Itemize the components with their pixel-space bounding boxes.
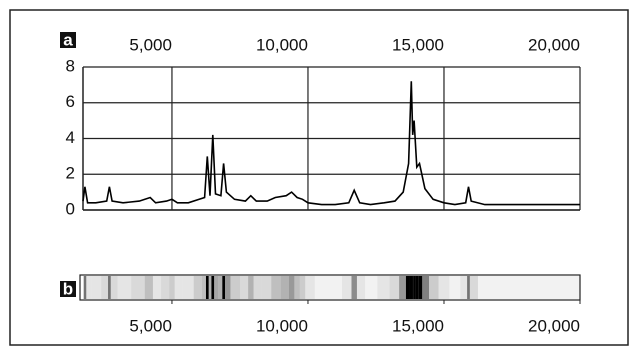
strip-band — [294, 276, 299, 299]
panel-label: a — [63, 30, 73, 49]
strip-band — [206, 276, 209, 299]
strip-band — [390, 276, 400, 299]
strip-band — [118, 276, 132, 299]
strip-band — [183, 276, 194, 299]
x-tick-label: 10,000 — [256, 35, 308, 54]
strip-band — [478, 276, 498, 299]
strip-band — [399, 276, 406, 299]
strip-band — [262, 276, 272, 299]
strip-band — [214, 276, 218, 299]
x-tick-label: 15,000 — [392, 35, 444, 54]
strip-band — [202, 276, 206, 299]
strip-band — [418, 276, 422, 299]
strip-band — [209, 276, 212, 299]
strip-band — [377, 276, 389, 299]
strip-band — [218, 276, 222, 299]
strip-band — [498, 276, 525, 299]
strip-band — [194, 276, 202, 299]
strip-band — [328, 276, 342, 299]
strip-band — [145, 276, 153, 299]
x-tick-label: 5,000 — [129, 316, 172, 335]
strip-band — [429, 276, 439, 299]
y-tick-label: 8 — [66, 56, 75, 75]
strip-band — [289, 276, 294, 299]
x-tick-label: 20,000 — [528, 35, 580, 54]
strip-band — [153, 276, 161, 299]
strip-band — [169, 276, 174, 299]
strip-band — [300, 276, 305, 299]
strip-band — [449, 276, 460, 299]
series-line — [83, 81, 580, 204]
strip-band — [470, 276, 478, 299]
x-tick-label: 10,000 — [256, 316, 308, 335]
strip-band — [357, 276, 365, 299]
panel-label: b — [63, 279, 73, 298]
strip-band — [305, 276, 315, 299]
strip-band — [225, 276, 230, 299]
strip-band — [108, 276, 111, 299]
strip-band — [161, 276, 169, 299]
y-tick-label: 0 — [66, 199, 75, 218]
page: a b 0 2 4 6 8 5,000 5,000 10,000 10,000 15,000 15,… — [0, 0, 638, 356]
strip-band — [365, 276, 377, 299]
strip-band — [281, 276, 289, 299]
strip-band — [342, 276, 352, 299]
strip-band — [240, 276, 248, 299]
strip-band — [271, 276, 281, 299]
y-tick-label: 4 — [66, 128, 75, 147]
strip-band — [230, 276, 240, 299]
strip-band — [211, 276, 214, 299]
strip-band — [175, 276, 183, 299]
figure: a b 0 2 4 6 8 5,000 5,000 10,000 10,000 15,000 15,… — [0, 0, 638, 356]
strip-band — [460, 276, 467, 299]
strip-band — [84, 276, 86, 299]
strip-band — [222, 276, 225, 299]
x-tick-label: 5,000 — [129, 35, 172, 54]
y-tick-label: 6 — [66, 92, 75, 111]
strip-band — [351, 276, 356, 299]
strip-band — [412, 276, 413, 299]
strip-band — [560, 276, 580, 299]
y-tick-label: 2 — [66, 164, 75, 183]
strip-band — [254, 276, 262, 299]
strip-band — [467, 276, 470, 299]
strip-band — [92, 276, 102, 299]
strip-band — [111, 276, 118, 299]
strip-band — [439, 276, 450, 299]
x-tick-label: 15,000 — [392, 316, 444, 335]
x-tick-label: 20,000 — [528, 316, 580, 335]
strip-band — [86, 276, 91, 299]
strip-band — [406, 276, 410, 299]
strip-band — [101, 276, 108, 299]
strip-band — [83, 276, 84, 299]
strip-band — [413, 276, 415, 299]
strip-band — [248, 276, 253, 299]
strip-band — [410, 276, 412, 299]
strip-band — [526, 276, 560, 299]
strip-band — [315, 276, 329, 299]
strip-band — [131, 276, 145, 299]
strip-band — [422, 276, 429, 299]
strip-band — [415, 276, 418, 299]
